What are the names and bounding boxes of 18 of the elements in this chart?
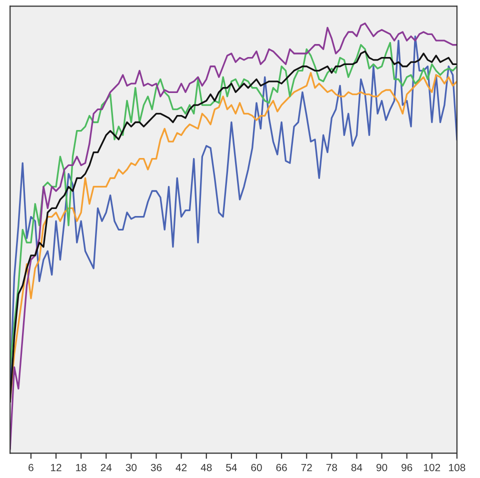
x-tick-label: 72: [301, 464, 312, 472]
x-tick-label: 24: [100, 464, 112, 472]
x-tick-label: 54: [226, 464, 237, 472]
x-tick-label: 66: [276, 464, 287, 472]
x-tick-label: 84: [351, 464, 362, 472]
x-tick-label: 102: [424, 464, 440, 472]
x-tick-label: 108: [449, 464, 466, 472]
x-tick-label: 42: [176, 464, 187, 472]
x-tick-label: 90: [376, 464, 388, 472]
x-tick-label: 30: [126, 464, 137, 472]
x-tick-label: 18: [76, 464, 86, 472]
x-tick-label: 78: [326, 464, 338, 472]
x-tick-label: 12: [51, 464, 62, 472]
x-tick-label: 48: [200, 464, 212, 472]
x-tick-label: 96: [402, 464, 412, 472]
x-tick-label: 6: [28, 464, 34, 472]
x-tick-label: 60: [251, 464, 262, 472]
x-tick-label: 36: [150, 464, 162, 472]
